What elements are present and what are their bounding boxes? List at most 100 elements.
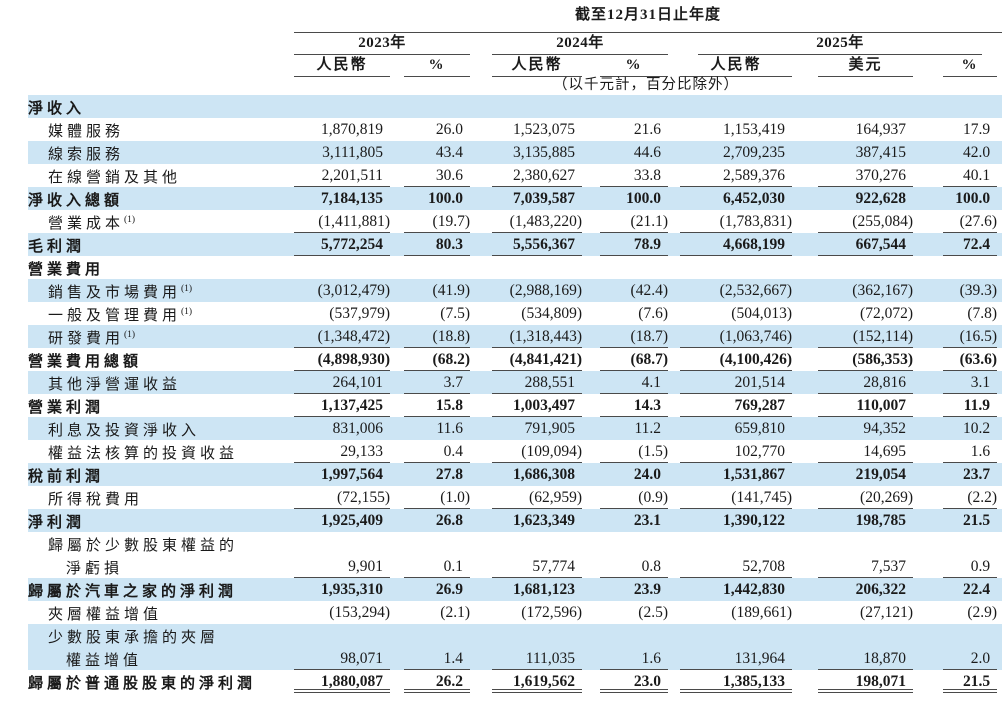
value-cell: 52,708: [668, 555, 792, 578]
value-cell: 10.2: [913, 417, 1002, 440]
cell-value: (20,269): [818, 486, 913, 509]
value-cell: 201,514: [668, 371, 792, 394]
cell-value: (504,013): [731, 305, 792, 322]
table-row: 線索服務 3,111,805 43.4 3,135,885 44.6 2,709,235 3…: [28, 141, 1002, 164]
cell-value: 198,071: [818, 670, 913, 693]
cell-value: 2.0: [943, 647, 998, 670]
table-row: 淨收入總額 7,184,135 100.0 7,039,587 100.0 6,452,0…: [28, 187, 1002, 210]
cell-value: 7,184,135: [321, 190, 383, 207]
table-row: 淨利潤 1,925,409 26.8 1,623,349 23.1 1,390,122 19…: [28, 509, 1002, 532]
cell-value: 21.6: [633, 121, 661, 138]
cell-value: (4,898,930): [294, 348, 390, 371]
table-row: 歸屬於少數股東權益的: [28, 532, 1002, 555]
value-cell: 9,901: [290, 555, 390, 578]
value-cell: 26.9: [390, 578, 470, 601]
value-cell: 1,523,075: [470, 118, 582, 141]
cell-value: 11.2: [634, 420, 661, 437]
value-cell: 2,589,376: [668, 164, 792, 187]
value-cell: 1,880,087: [290, 670, 390, 693]
value-cell: 110,007: [792, 394, 913, 417]
cell-value: 5,772,254: [294, 233, 390, 256]
value-cell: (72,072): [792, 302, 913, 325]
cell-value: 288,551: [492, 371, 582, 394]
value-cell: 94,352: [792, 417, 913, 440]
row-label: 權益增值: [28, 647, 290, 670]
cell-value: 264,101: [294, 371, 390, 394]
value-cell: (27.6): [913, 210, 1002, 233]
row-label: 所得稅費用: [28, 486, 290, 509]
value-cell: 57,774: [470, 555, 582, 578]
value-cell: (504,013): [668, 302, 792, 325]
value-cell: 2,380,627: [470, 164, 582, 187]
value-cell: (1.0): [390, 486, 470, 509]
value-cell: [792, 532, 913, 555]
value-cell: 1,385,133: [668, 670, 792, 693]
col-head-rmb-2025: 人民幣: [668, 55, 792, 77]
cell-value: [680, 256, 792, 279]
cell-value: [943, 95, 997, 118]
row-label-text: 稅前利潤: [28, 469, 105, 485]
value-cell: 370,276: [792, 164, 913, 187]
value-cell: (39.3): [913, 279, 1002, 302]
cell-value: (21.1): [600, 210, 668, 233]
cell-value: 201,514: [680, 371, 792, 394]
value-cell: [913, 256, 1002, 279]
row-label-text: 銷售及市場費用: [48, 285, 182, 301]
cell-value: (1,783,831): [680, 210, 792, 233]
value-cell: [290, 95, 390, 118]
cell-value: 791,905: [524, 420, 575, 437]
cell-value: (1,483,220): [492, 210, 582, 233]
cell-value: (4,100,426): [680, 348, 792, 371]
header-spacer: [28, 0, 290, 33]
value-cell: (7.8): [913, 302, 1002, 325]
row-label: 毛利潤: [28, 233, 290, 256]
value-cell: 2,709,235: [668, 141, 792, 164]
row-label-text: 歸屬於普通股股東的淨利潤: [28, 676, 257, 692]
cell-value: [680, 624, 792, 647]
value-cell: (2.1): [390, 601, 470, 624]
cell-value: 11.6: [436, 420, 463, 437]
value-cell: 102,770: [668, 440, 792, 463]
cell-value: 110,007: [818, 394, 913, 417]
row-label-text: 權益法核算的投資收益: [48, 446, 239, 462]
value-cell: 24.0: [582, 463, 668, 486]
cell-value: 7,537: [818, 555, 913, 578]
value-cell: 30.6: [390, 164, 470, 187]
row-label-text: 營業成本: [48, 216, 125, 232]
col-head-label: 美元: [818, 55, 913, 77]
cell-value: (18.8): [404, 325, 470, 348]
cell-value: (72,155): [294, 486, 390, 509]
row-label-text: 在線營銷及其他: [48, 170, 182, 186]
cell-value: 4,668,199: [680, 233, 792, 256]
cell-value: [680, 95, 792, 118]
table-row: 歸屬於普通股股東的淨利潤 1,880,087 26.2 1,619,562 23.0 1,…: [28, 670, 1002, 693]
value-cell: [668, 532, 792, 555]
row-label-text: 營業費用: [28, 262, 105, 278]
header-period-row: 截至12月31日止年度: [28, 0, 1002, 33]
value-cell: (68.7): [582, 348, 668, 371]
period-title-cell: 截至12月31日止年度: [290, 0, 1002, 33]
cell-value: 26.8: [435, 512, 463, 529]
row-label-text: 一般及管理費用: [48, 308, 182, 324]
cell-value: (42.4): [630, 282, 668, 299]
col-head-label: 人民幣: [680, 55, 792, 77]
cell-value: (62,959): [492, 486, 582, 509]
cell-value: 6,452,030: [723, 190, 785, 207]
value-cell: 6,452,030: [668, 187, 792, 210]
cell-value: 80.3: [404, 233, 470, 256]
cell-value: 1,935,310: [321, 581, 383, 598]
value-cell: [913, 624, 1002, 647]
year-label-2025: 2025年: [698, 33, 983, 55]
cell-value: 94,352: [863, 420, 906, 437]
cell-value: (2,988,169): [509, 282, 582, 299]
year-group-2023: 2023年: [290, 33, 470, 55]
value-cell: 72.4: [913, 233, 1002, 256]
value-cell: [792, 624, 913, 647]
cell-value: 164,937: [855, 121, 906, 138]
table-row: 一般及管理費用(1) (537,979) (7.5) (534,809) (7.6) (5…: [28, 302, 1002, 325]
cell-value: 52,708: [680, 555, 792, 578]
cell-value: (18.7): [600, 325, 668, 348]
cell-value: 1.6: [600, 647, 668, 670]
cell-value: 0.4: [404, 440, 470, 463]
row-label-text: 媒體服務: [48, 124, 125, 140]
